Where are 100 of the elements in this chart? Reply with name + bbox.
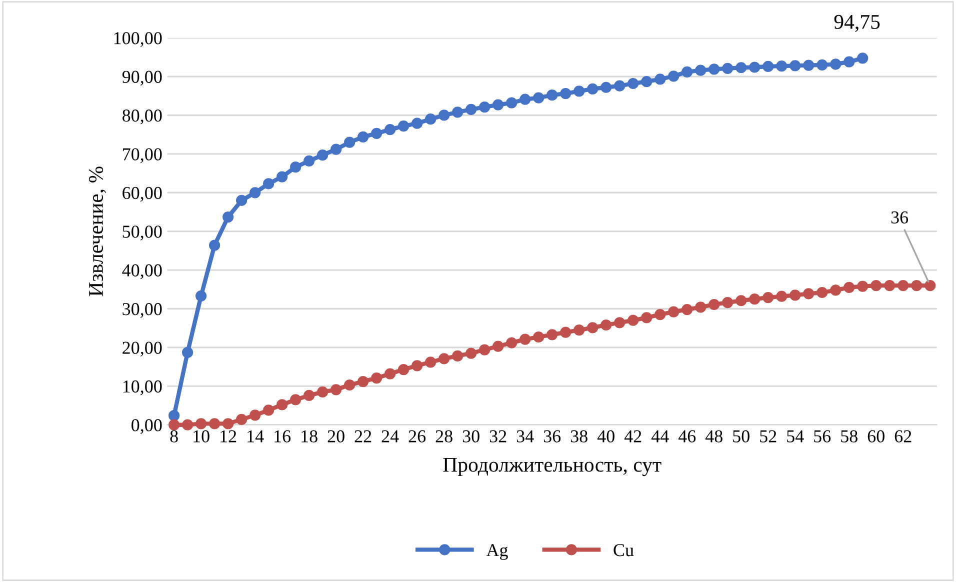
x-tick-label: 12 xyxy=(220,430,236,442)
point xyxy=(290,162,302,173)
point xyxy=(708,298,720,310)
point xyxy=(479,102,490,113)
point xyxy=(668,70,680,82)
point xyxy=(924,280,936,292)
point xyxy=(830,58,842,70)
point xyxy=(574,324,585,336)
point xyxy=(520,94,531,105)
legend-label: Ag xyxy=(486,544,508,560)
point xyxy=(695,64,706,76)
x-tick-label: 30 xyxy=(462,430,480,442)
point xyxy=(466,348,477,359)
point xyxy=(844,56,855,68)
point xyxy=(857,52,868,64)
point xyxy=(182,419,194,430)
point xyxy=(412,360,423,372)
point xyxy=(600,82,612,93)
point xyxy=(533,92,544,104)
point xyxy=(776,60,788,72)
point xyxy=(209,418,220,430)
point xyxy=(654,74,666,85)
point xyxy=(695,302,706,313)
point xyxy=(425,356,436,368)
point xyxy=(870,280,882,292)
x-tick-label: 44 xyxy=(651,430,669,442)
point xyxy=(560,326,572,338)
data-label: 36 xyxy=(891,211,908,224)
point xyxy=(506,97,518,108)
x-tick-label: 62 xyxy=(894,430,912,442)
point xyxy=(479,344,490,356)
point xyxy=(425,114,436,125)
x-tick-label: 48 xyxy=(705,430,722,442)
x-tick-label: 20 xyxy=(328,430,344,442)
point xyxy=(438,353,450,364)
point xyxy=(276,171,288,182)
point xyxy=(668,306,680,318)
point xyxy=(398,120,410,132)
point xyxy=(263,178,274,190)
point xyxy=(250,410,261,421)
point xyxy=(168,410,180,422)
point xyxy=(560,88,572,100)
x-tick-label: 16 xyxy=(274,430,291,442)
point xyxy=(776,290,788,302)
point xyxy=(574,86,585,97)
point xyxy=(290,394,302,406)
point xyxy=(276,399,288,410)
point xyxy=(236,414,248,425)
legend-label: Cu xyxy=(614,544,634,556)
point xyxy=(722,62,734,74)
y-tick-label: 60,00 xyxy=(122,186,162,202)
point xyxy=(209,240,220,251)
point xyxy=(708,64,720,75)
x-tick-label: 38 xyxy=(570,430,588,442)
point xyxy=(614,317,626,328)
y-tick-label: 50,00 xyxy=(122,226,162,240)
point xyxy=(330,144,342,155)
point xyxy=(816,286,828,298)
point xyxy=(168,419,180,430)
point xyxy=(790,290,801,301)
point xyxy=(587,322,598,334)
point xyxy=(384,124,396,136)
data-label: 94,75 xyxy=(834,14,880,32)
x-tick-label: 10 xyxy=(194,430,210,442)
point xyxy=(304,390,315,401)
x-tick-label: 46 xyxy=(678,430,696,442)
point xyxy=(317,386,328,398)
x-tick-label: 24 xyxy=(382,430,399,442)
x-tick-label: 60 xyxy=(868,430,884,442)
point xyxy=(803,60,814,71)
x-tick-label: 42 xyxy=(624,430,642,442)
point xyxy=(857,280,868,292)
point xyxy=(546,329,558,340)
point xyxy=(790,60,801,72)
point xyxy=(196,418,207,430)
point xyxy=(641,76,652,88)
point xyxy=(236,194,248,206)
point xyxy=(600,319,612,331)
point xyxy=(884,280,896,292)
x-tick-label: 58 xyxy=(841,430,858,442)
point xyxy=(330,384,342,396)
point xyxy=(749,62,760,73)
x-tick-label: 32 xyxy=(490,430,506,442)
point xyxy=(358,376,369,388)
point xyxy=(614,80,626,92)
point xyxy=(344,136,356,148)
point xyxy=(506,337,518,348)
y-tick-label: 80,00 xyxy=(122,109,162,124)
y-tick-label: 30,00 xyxy=(122,303,162,318)
point xyxy=(816,59,828,70)
x-tick-label: 18 xyxy=(302,430,318,442)
y-tick-label: 0,00 xyxy=(132,419,162,434)
x-tick-label: 54 xyxy=(787,430,804,442)
point xyxy=(196,290,207,302)
y-tick-label: 100,00 xyxy=(114,32,162,47)
x-tick-label: 8 xyxy=(170,430,178,442)
point xyxy=(250,187,261,198)
y-tick-label: 90,00 xyxy=(122,70,162,86)
x-tick-label: 22 xyxy=(354,430,372,442)
point xyxy=(182,346,194,358)
